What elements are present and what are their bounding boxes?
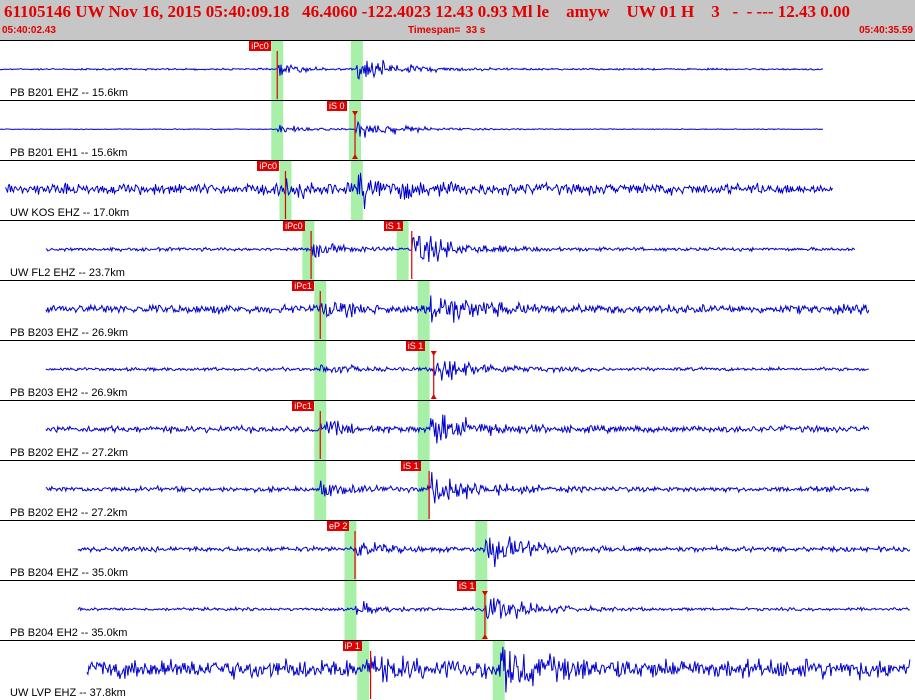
pick-label[interactable]: iPc0 xyxy=(249,41,271,51)
waveform-line xyxy=(86,646,911,693)
channel-panel[interactable]: iS 1 PB B202 EH2 -- 27.2km xyxy=(0,460,915,520)
pick-window xyxy=(475,521,488,580)
channel-label: UW LVP EHZ -- 37.8km xyxy=(10,687,126,699)
pick-arrow-icon xyxy=(481,634,488,639)
waveform-line xyxy=(45,471,870,504)
channel-panel[interactable]: iP 1 UW LVP EHZ -- 37.8km xyxy=(0,640,915,700)
channel-trace-plot xyxy=(45,281,870,340)
pick-window xyxy=(417,341,430,400)
event-header: 61105146 UW Nov 16, 2015 05:40:09.18 46.… xyxy=(0,0,915,40)
pick-label[interactable]: eP 2 xyxy=(327,521,350,531)
channel-panel[interactable]: iPc0 iS 1 UW FL2 EHZ -- 23.7km xyxy=(0,220,915,280)
channel-trace-plot xyxy=(0,41,824,100)
channel-label: PB B201 EHZ -- 15.6km xyxy=(10,87,128,99)
waveform-line xyxy=(77,597,910,620)
pick-label[interactable]: iS 1 xyxy=(401,461,421,471)
waveform-line xyxy=(5,172,833,210)
channel-panel[interactable]: eP 2 PB B204 EHZ -- 35.0km xyxy=(0,520,915,580)
channel-panel[interactable]: iS 0 PB B201 EH1 -- 15.6km xyxy=(0,100,915,160)
waveform-line xyxy=(45,360,869,381)
channel-trace-plot xyxy=(86,641,911,700)
pick-window xyxy=(357,641,370,700)
pick-label[interactable]: iS 1 xyxy=(456,581,477,591)
channel-label: PB B203 EH2 -- 26.9km xyxy=(10,387,128,399)
pick-arrow-icon xyxy=(352,154,359,159)
pick-window xyxy=(350,41,363,100)
pick-label[interactable]: iPc0 xyxy=(283,221,305,231)
waveform-line xyxy=(0,120,824,138)
channel-trace-plot xyxy=(5,161,833,220)
pick-arrow-icon xyxy=(481,591,488,596)
channel-label: PB B202 EH2 -- 27.2km xyxy=(10,507,128,519)
pick-label[interactable]: iP 1 xyxy=(342,641,362,651)
channel-label: PB B204 EHZ -- 35.0km xyxy=(10,567,128,579)
channel-panel[interactable]: iPc0 UW KOS EHZ -- 17.0km xyxy=(0,160,915,220)
waveform-line xyxy=(0,59,824,80)
pick-label[interactable]: iS 1 xyxy=(383,221,404,231)
channel-label: PB B203 EHZ -- 26.9km xyxy=(10,327,128,339)
channel-label: UW KOS EHZ -- 17.0km xyxy=(10,207,130,219)
pick-label[interactable]: iPc1 xyxy=(292,281,314,291)
waveform-line xyxy=(45,414,870,444)
channel-panel[interactable]: iPc0 PB B201 EHZ -- 15.6km xyxy=(0,40,915,100)
channel-panel[interactable]: iPc1 PB B203 EHZ -- 26.9km xyxy=(0,280,915,340)
channel-label: PB B202 EHZ -- 27.2km xyxy=(10,447,128,459)
timespan-label: Timespan= 33 s xyxy=(408,25,486,36)
channel-panel[interactable]: iS 1 PB B203 EH2 -- 26.9km xyxy=(0,340,915,400)
pick-arrow-icon xyxy=(430,351,437,356)
pick-window xyxy=(396,221,409,280)
channel-trace-plot xyxy=(77,581,910,640)
channel-label: PB B201 EH1 -- 15.6km xyxy=(10,147,128,159)
seismogram-panel[interactable]: iPc0 PB B201 EHZ -- 15.6km iS 0 PB B201 EH1… xyxy=(0,40,915,700)
channel-trace-plot xyxy=(45,461,870,520)
pick-window xyxy=(344,521,357,580)
pick-window xyxy=(417,401,430,460)
channel-trace-plot xyxy=(45,221,856,280)
channel-trace-plot xyxy=(77,521,911,580)
channel-panel[interactable]: iS 1 PB B204 EH2 -- 35.0km xyxy=(0,580,915,640)
channel-panel[interactable]: iPc1 PB B202 EHZ -- 27.2km xyxy=(0,400,915,460)
waveform-line xyxy=(77,536,911,568)
channel-label: UW FL2 EHZ -- 23.7km xyxy=(10,267,125,279)
pick-window xyxy=(344,581,357,640)
channel-trace-plot xyxy=(0,101,824,160)
channel-trace-plot xyxy=(45,401,870,460)
pick-label[interactable]: iS 1 xyxy=(405,341,426,351)
waveform-line xyxy=(45,295,870,323)
pick-arrow-icon xyxy=(430,394,437,399)
pick-arrow-icon xyxy=(352,111,359,116)
waveform-line xyxy=(45,235,856,263)
pick-window xyxy=(417,461,430,520)
event-title: 61105146 UW Nov 16, 2015 05:40:09.18 46.… xyxy=(4,2,851,21)
pick-window xyxy=(417,281,430,340)
pick-label[interactable]: iS 0 xyxy=(327,101,347,111)
channel-trace-plot xyxy=(45,341,869,400)
pick-label[interactable]: iPc1 xyxy=(292,401,314,411)
pick-window xyxy=(314,461,327,520)
channel-label: PB B204 EH2 -- 35.0km xyxy=(10,627,128,639)
end-time-label: 05:40:35.59 xyxy=(859,25,913,36)
pick-label[interactable]: iPc0 xyxy=(257,161,279,171)
start-time-label: 05:40:02.43 xyxy=(2,25,56,36)
